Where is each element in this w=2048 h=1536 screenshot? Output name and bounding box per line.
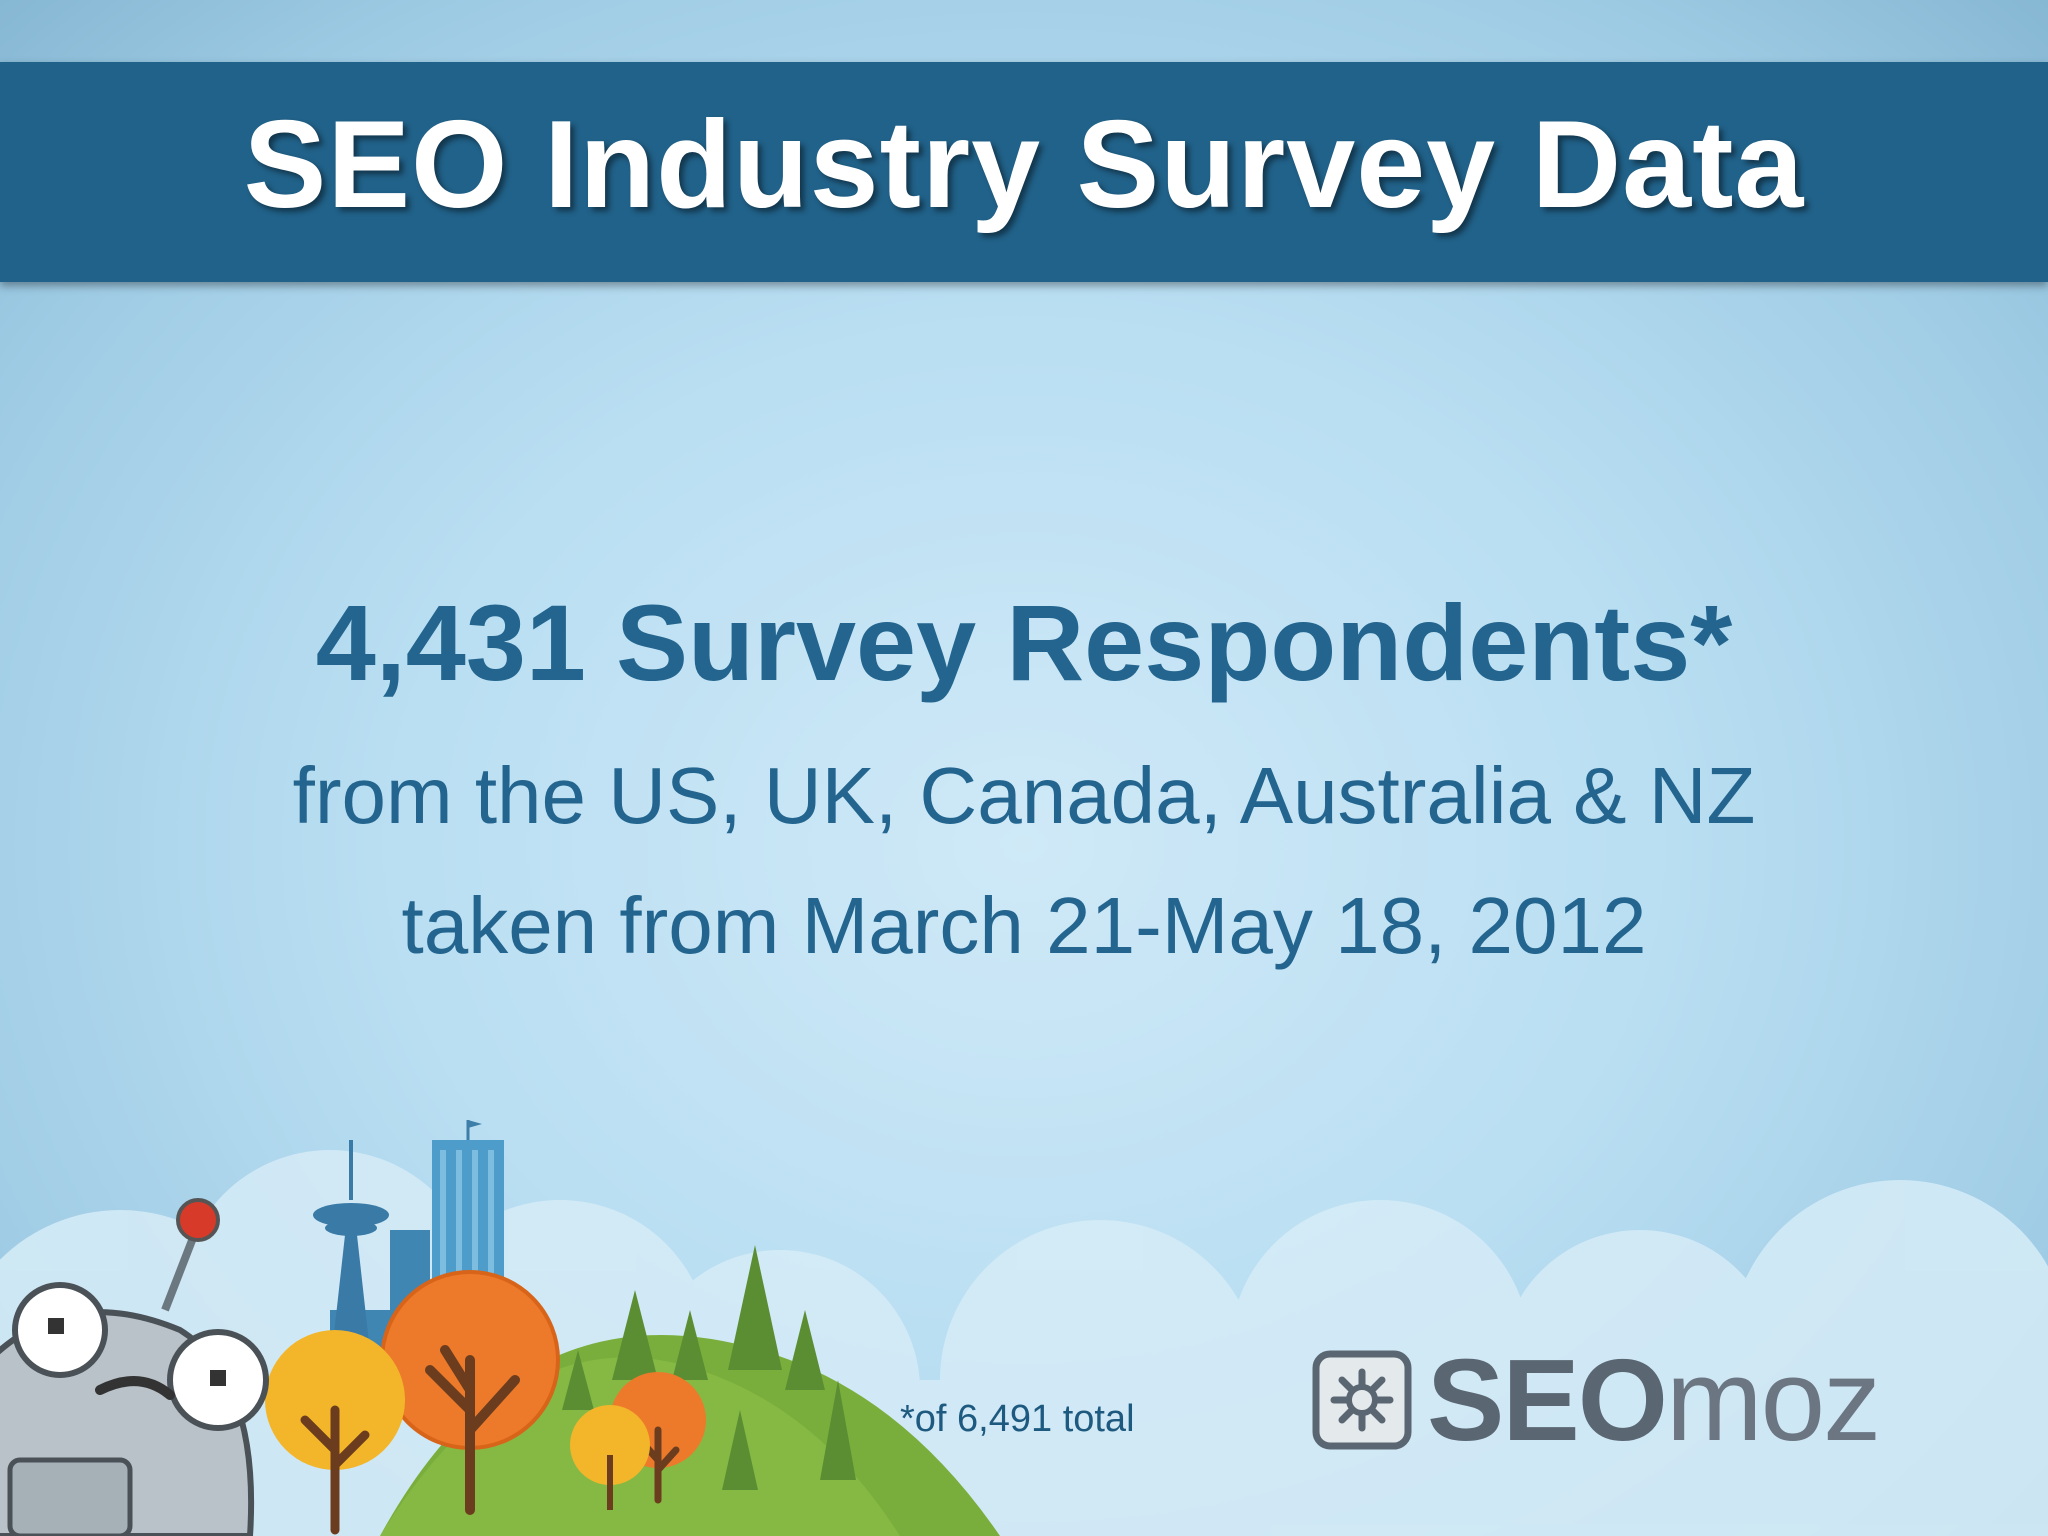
- page-title: SEO Industry Survey Data: [243, 96, 1805, 234]
- seomoz-logo: SEOmoz: [1312, 1335, 1912, 1465]
- footnote: *of 6,491 total: [900, 1398, 1135, 1440]
- robot-mascot-illustration: [0, 1198, 269, 1536]
- small-yellow-tree: [570, 1405, 650, 1510]
- yellow-tree: [265, 1330, 405, 1535]
- countries-line: from the US, UK, Canada, Australia & NZ: [292, 751, 1756, 840]
- dates-line: taken from March 21-May 18, 2012: [401, 881, 1647, 970]
- pine-trees: [562, 1245, 856, 1490]
- seomoz-logo-icon: [1312, 1350, 1412, 1450]
- landscape-illustration: [0, 1120, 2048, 1536]
- title-bar: SEO Industry Survey Data: [0, 62, 2048, 282]
- respondent-headline: 4,431 Survey Respondents*: [315, 582, 1733, 703]
- seomoz-wordmark: SEOmoz: [1427, 1335, 1881, 1465]
